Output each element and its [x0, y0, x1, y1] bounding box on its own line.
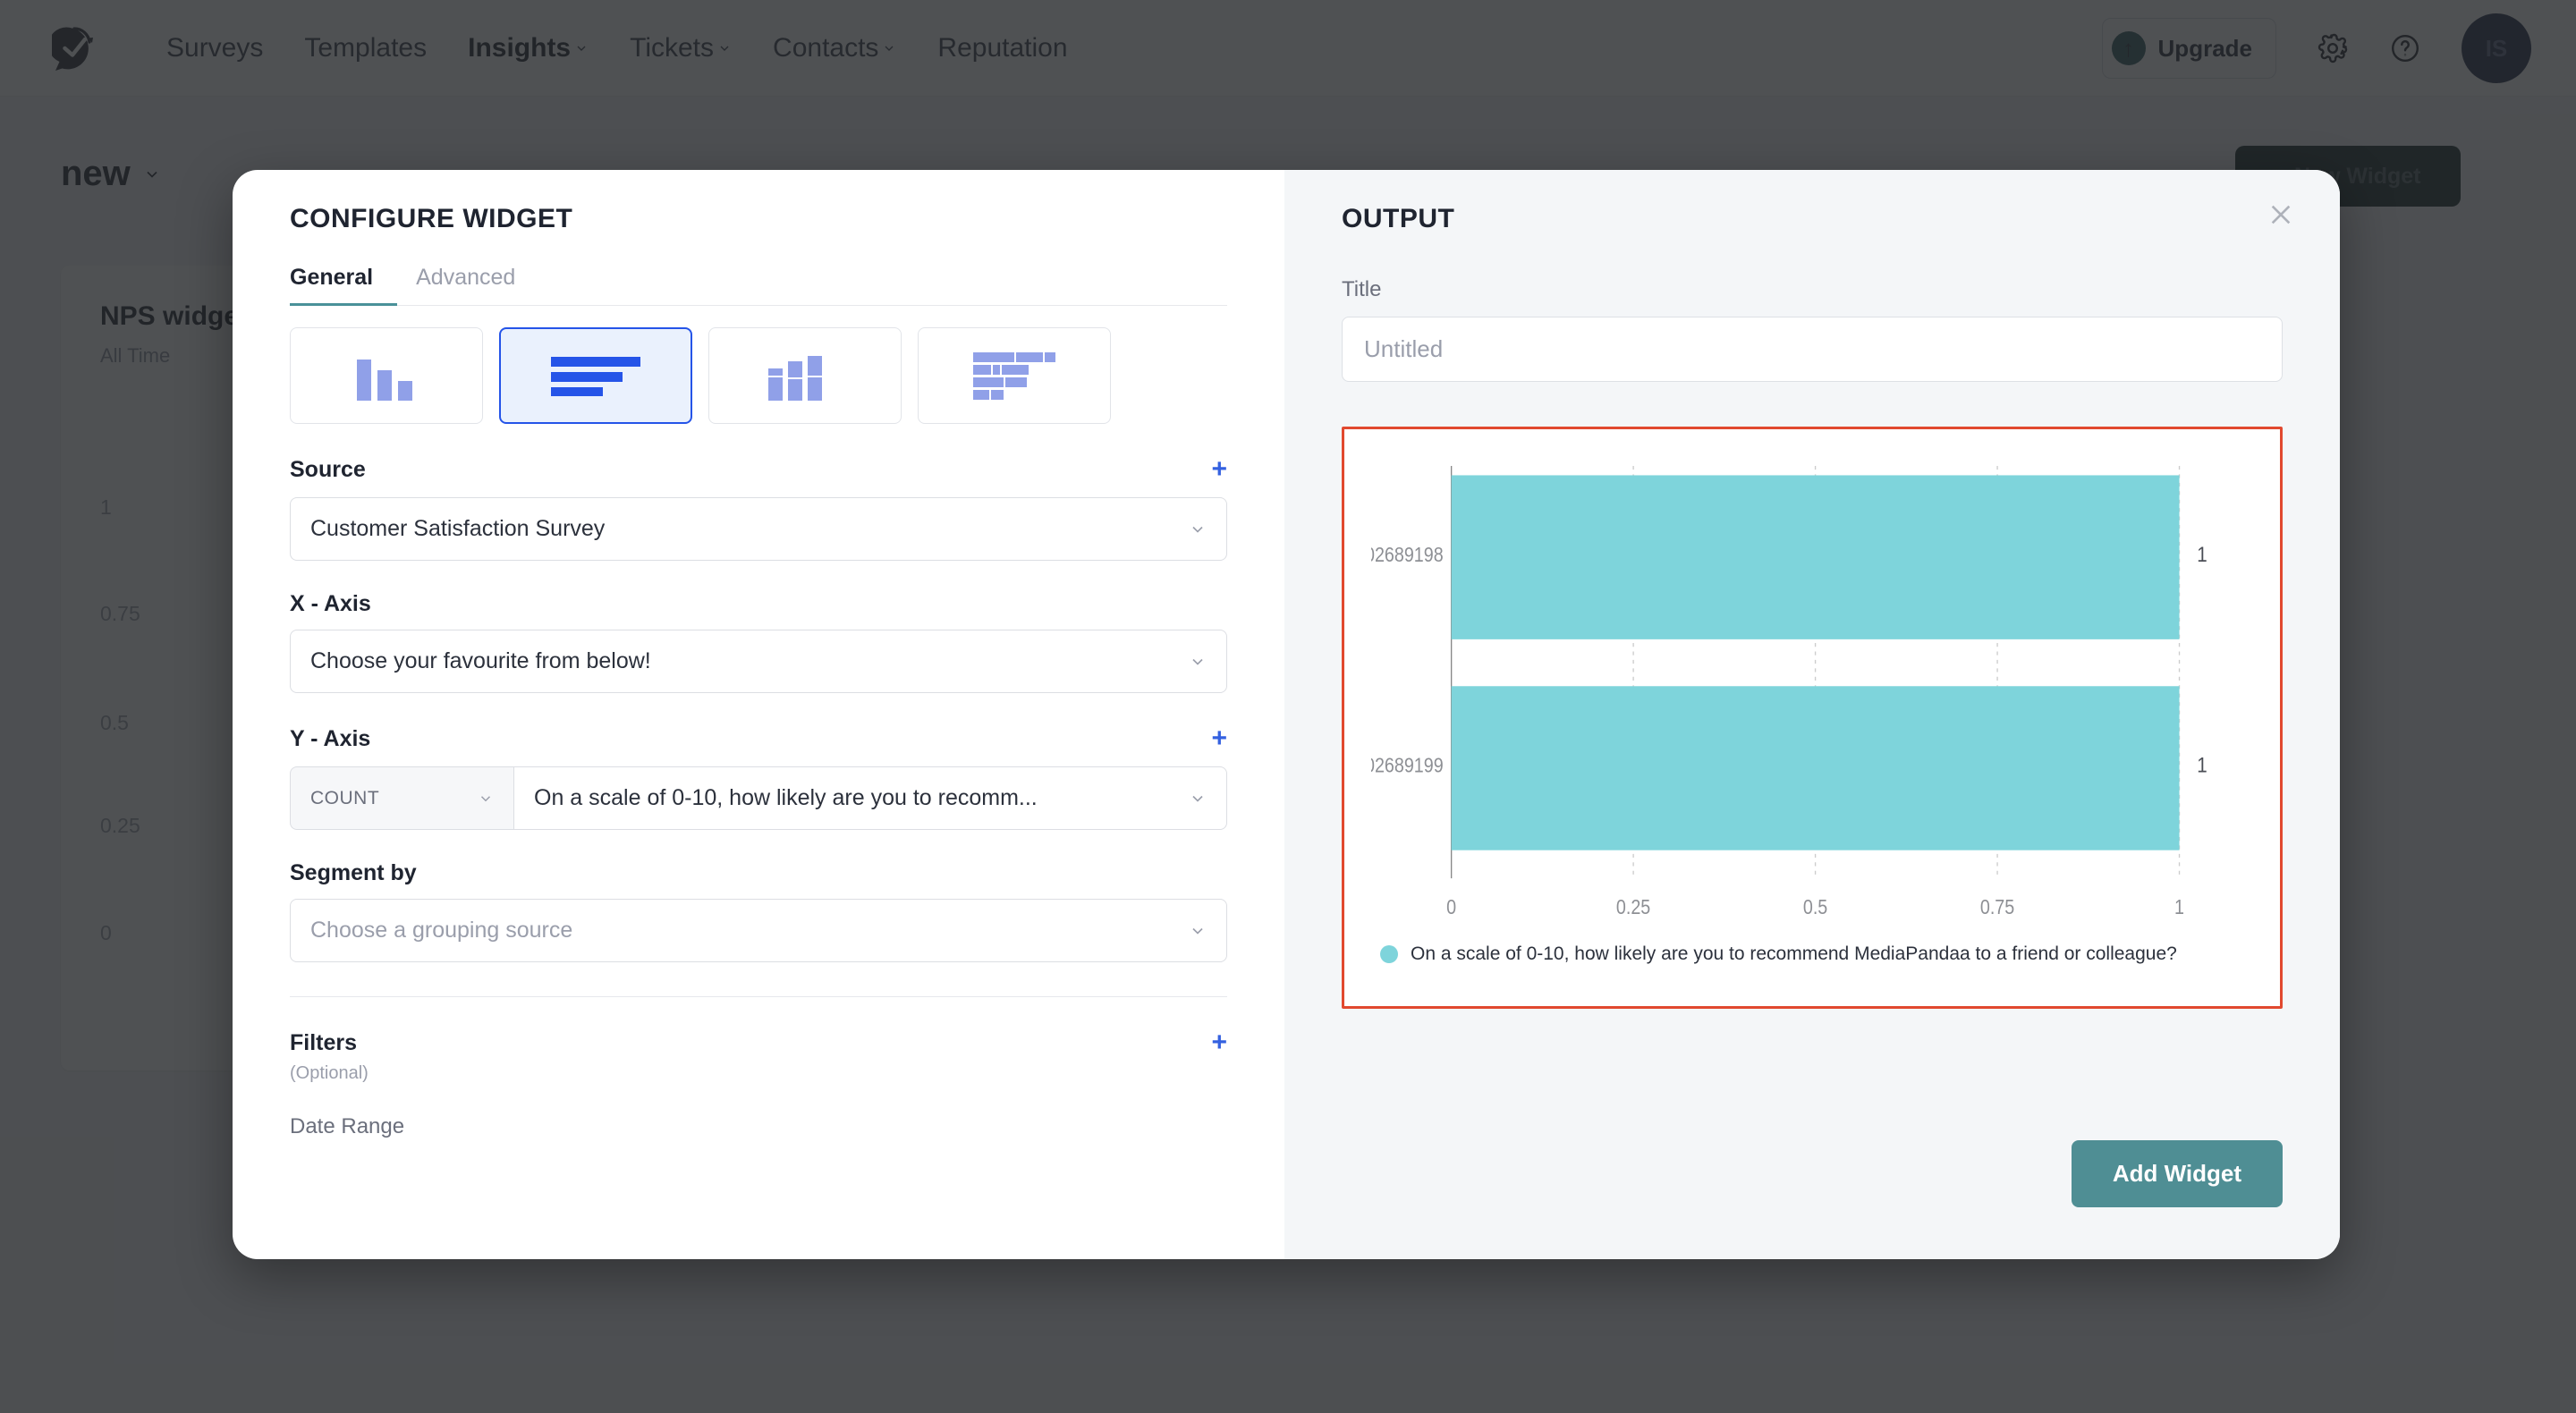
- svg-text:0.25: 0.25: [1616, 896, 1650, 919]
- svg-text:0.75: 0.75: [1980, 896, 2014, 919]
- svg-text:0.5: 0.5: [1803, 896, 1827, 919]
- svg-text:1: 1: [2174, 896, 2184, 919]
- svg-text:1: 1: [2197, 542, 2207, 566]
- svg-text:1: 1: [2197, 753, 2207, 777]
- svg-text:002689199: 002689199: [1371, 754, 1444, 777]
- svg-text:002689198: 002689198: [1371, 543, 1444, 566]
- svg-text:0: 0: [1446, 896, 1456, 919]
